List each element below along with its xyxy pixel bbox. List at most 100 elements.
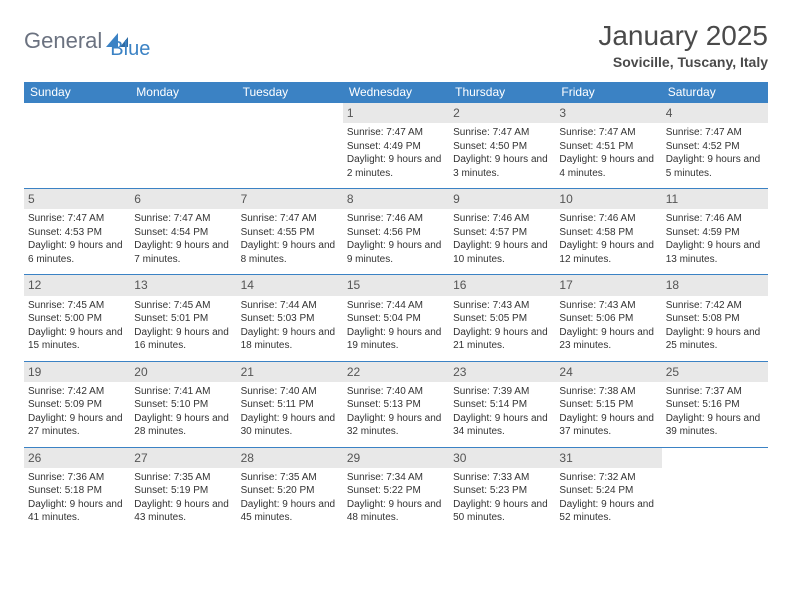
day-number: 25 (662, 362, 768, 382)
sunset-text: Sunset: 4:56 PM (347, 226, 445, 240)
sunset-text: Sunset: 5:11 PM (241, 398, 339, 412)
col-wednesday: Wednesday (343, 82, 449, 103)
sunset-text: Sunset: 5:14 PM (453, 398, 551, 412)
sunrise-text: Sunrise: 7:43 AM (559, 299, 657, 313)
sunset-text: Sunset: 4:58 PM (559, 226, 657, 240)
day-cell: 22Sunrise: 7:40 AMSunset: 5:13 PMDayligh… (343, 361, 449, 447)
sunset-text: Sunset: 4:49 PM (347, 140, 445, 154)
day-number: 15 (343, 275, 449, 295)
daylight-text: Daylight: 9 hours and 12 minutes. (559, 239, 657, 266)
day-number: 3 (555, 103, 661, 123)
day-cell (130, 103, 236, 189)
sunrise-text: Sunrise: 7:34 AM (347, 471, 445, 485)
daylight-text: Daylight: 9 hours and 13 minutes. (666, 239, 764, 266)
day-cell: 12Sunrise: 7:45 AMSunset: 5:00 PMDayligh… (24, 275, 130, 361)
day-cell: 20Sunrise: 7:41 AMSunset: 5:10 PMDayligh… (130, 361, 236, 447)
day-number: 8 (343, 189, 449, 209)
sunrise-text: Sunrise: 7:41 AM (134, 385, 232, 399)
daylight-text: Daylight: 9 hours and 18 minutes. (241, 326, 339, 353)
daylight-text: Daylight: 9 hours and 21 minutes. (453, 326, 551, 353)
daylight-text: Daylight: 9 hours and 10 minutes. (453, 239, 551, 266)
sunrise-text: Sunrise: 7:35 AM (241, 471, 339, 485)
day-number: 1 (343, 103, 449, 123)
sunrise-text: Sunrise: 7:47 AM (347, 126, 445, 140)
col-sunday: Sunday (24, 82, 130, 103)
day-cell: 30Sunrise: 7:33 AMSunset: 5:23 PMDayligh… (449, 447, 555, 533)
sunset-text: Sunset: 5:19 PM (134, 484, 232, 498)
daylight-text: Daylight: 9 hours and 30 minutes. (241, 412, 339, 439)
day-cell: 27Sunrise: 7:35 AMSunset: 5:19 PMDayligh… (130, 447, 236, 533)
calendar-body: 1Sunrise: 7:47 AMSunset: 4:49 PMDaylight… (24, 103, 768, 533)
daylight-text: Daylight: 9 hours and 7 minutes. (134, 239, 232, 266)
sunrise-text: Sunrise: 7:44 AM (347, 299, 445, 313)
day-cell: 3Sunrise: 7:47 AMSunset: 4:51 PMDaylight… (555, 103, 661, 189)
week-row: 5 Sunrise: 7:47 AM Sunset: 4:53 PM Daylight… (24, 189, 768, 275)
sunrise-text: Sunrise: 7:47 AM (666, 126, 764, 140)
day-number: 24 (555, 362, 661, 382)
day-cell: 6 Sunrise: 7:47 AMSunset: 4:54 PMDaylight… (130, 189, 236, 275)
daylight-text: Daylight: 9 hours and 4 minutes. (559, 153, 657, 180)
brand-logo: General Blue (24, 20, 150, 61)
daylight-text: Daylight: 9 hours and 5 minutes. (666, 153, 764, 180)
sunrise-text: Sunrise: 7:47 AM (134, 212, 232, 226)
day-number: 27 (130, 448, 236, 468)
day-number: 6 (130, 189, 236, 209)
day-number: 10 (555, 189, 661, 209)
day-number: 30 (449, 448, 555, 468)
sunset-text: Sunset: 5:15 PM (559, 398, 657, 412)
day-cell: 19Sunrise: 7:42 AMSunset: 5:09 PMDayligh… (24, 361, 130, 447)
daylight-text: Daylight: 9 hours and 27 minutes. (28, 412, 126, 439)
daylight-text: Daylight: 9 hours and 43 minutes. (134, 498, 232, 525)
day-cell: 7Sunrise: 7:47 AMSunset: 4:55 PMDaylight… (237, 189, 343, 275)
sunset-text: Sunset: 5:01 PM (134, 312, 232, 326)
sunrise-text: Sunrise: 7:32 AM (559, 471, 657, 485)
day-cell: 9Sunrise: 7:46 AMSunset: 4:57 PMDaylight… (449, 189, 555, 275)
day-number: 5 (24, 189, 130, 209)
daylight-text: Daylight: 9 hours and 52 minutes. (559, 498, 657, 525)
col-monday: Monday (130, 82, 236, 103)
sunset-text: Sunset: 4:54 PM (134, 226, 232, 240)
day-cell: 29Sunrise: 7:34 AMSunset: 5:22 PMDayligh… (343, 447, 449, 533)
day-cell: 10Sunrise: 7:46 AMSunset: 4:58 PMDayligh… (555, 189, 661, 275)
sunrise-text: Sunrise: 7:39 AM (453, 385, 551, 399)
daylight-text: Daylight: 9 hours and 37 minutes. (559, 412, 657, 439)
sunset-text: Sunset: 5:09 PM (28, 398, 126, 412)
day-number: 11 (662, 189, 768, 209)
sunset-text: Sunset: 5:24 PM (559, 484, 657, 498)
sunset-text: Sunset: 5:23 PM (453, 484, 551, 498)
daylight-text: Daylight: 9 hours and 8 minutes. (241, 239, 339, 266)
day-cell: 16Sunrise: 7:43 AMSunset: 5:05 PMDayligh… (449, 275, 555, 361)
week-row: 1Sunrise: 7:47 AMSunset: 4:49 PMDaylight… (24, 103, 768, 189)
sunset-text: Sunset: 4:51 PM (559, 140, 657, 154)
day-cell: 24Sunrise: 7:38 AMSunset: 5:15 PMDayligh… (555, 361, 661, 447)
day-number: 31 (555, 448, 661, 468)
sunset-text: Sunset: 4:53 PM (28, 226, 126, 240)
day-number: 26 (24, 448, 130, 468)
sunset-text: Sunset: 5:10 PM (134, 398, 232, 412)
day-cell: 13Sunrise: 7:45 AMSunset: 5:01 PMDayligh… (130, 275, 236, 361)
sunrise-text: Sunrise: 7:47 AM (453, 126, 551, 140)
brand-name-1: General (24, 28, 102, 54)
day-number: 23 (449, 362, 555, 382)
day-cell: 23Sunrise: 7:39 AMSunset: 5:14 PMDayligh… (449, 361, 555, 447)
day-number: 12 (24, 275, 130, 295)
daylight-text: Daylight: 9 hours and 39 minutes. (666, 412, 764, 439)
daylight-text: Daylight: 9 hours and 15 minutes. (28, 326, 126, 353)
week-row: 12Sunrise: 7:45 AMSunset: 5:00 PMDayligh… (24, 275, 768, 361)
day-number: 17 (555, 275, 661, 295)
daylight-text: Daylight: 9 hours and 45 minutes. (241, 498, 339, 525)
daylight-text: Daylight: 9 hours and 2 minutes. (347, 153, 445, 180)
day-number: 9 (449, 189, 555, 209)
sunset-text: Sunset: 5:18 PM (28, 484, 126, 498)
sunset-text: Sunset: 5:05 PM (453, 312, 551, 326)
sunrise-text: Sunrise: 7:33 AM (453, 471, 551, 485)
sunset-text: Sunset: 5:22 PM (347, 484, 445, 498)
sunset-text: Sunset: 5:16 PM (666, 398, 764, 412)
day-cell: 28Sunrise: 7:35 AMSunset: 5:20 PMDayligh… (237, 447, 343, 533)
daylight-text: Daylight: 9 hours and 16 minutes. (134, 326, 232, 353)
day-cell: 8Sunrise: 7:46 AMSunset: 4:56 PMDaylight… (343, 189, 449, 275)
day-number: 22 (343, 362, 449, 382)
day-number: 29 (343, 448, 449, 468)
day-number: 18 (662, 275, 768, 295)
sunrise-text: Sunrise: 7:47 AM (241, 212, 339, 226)
